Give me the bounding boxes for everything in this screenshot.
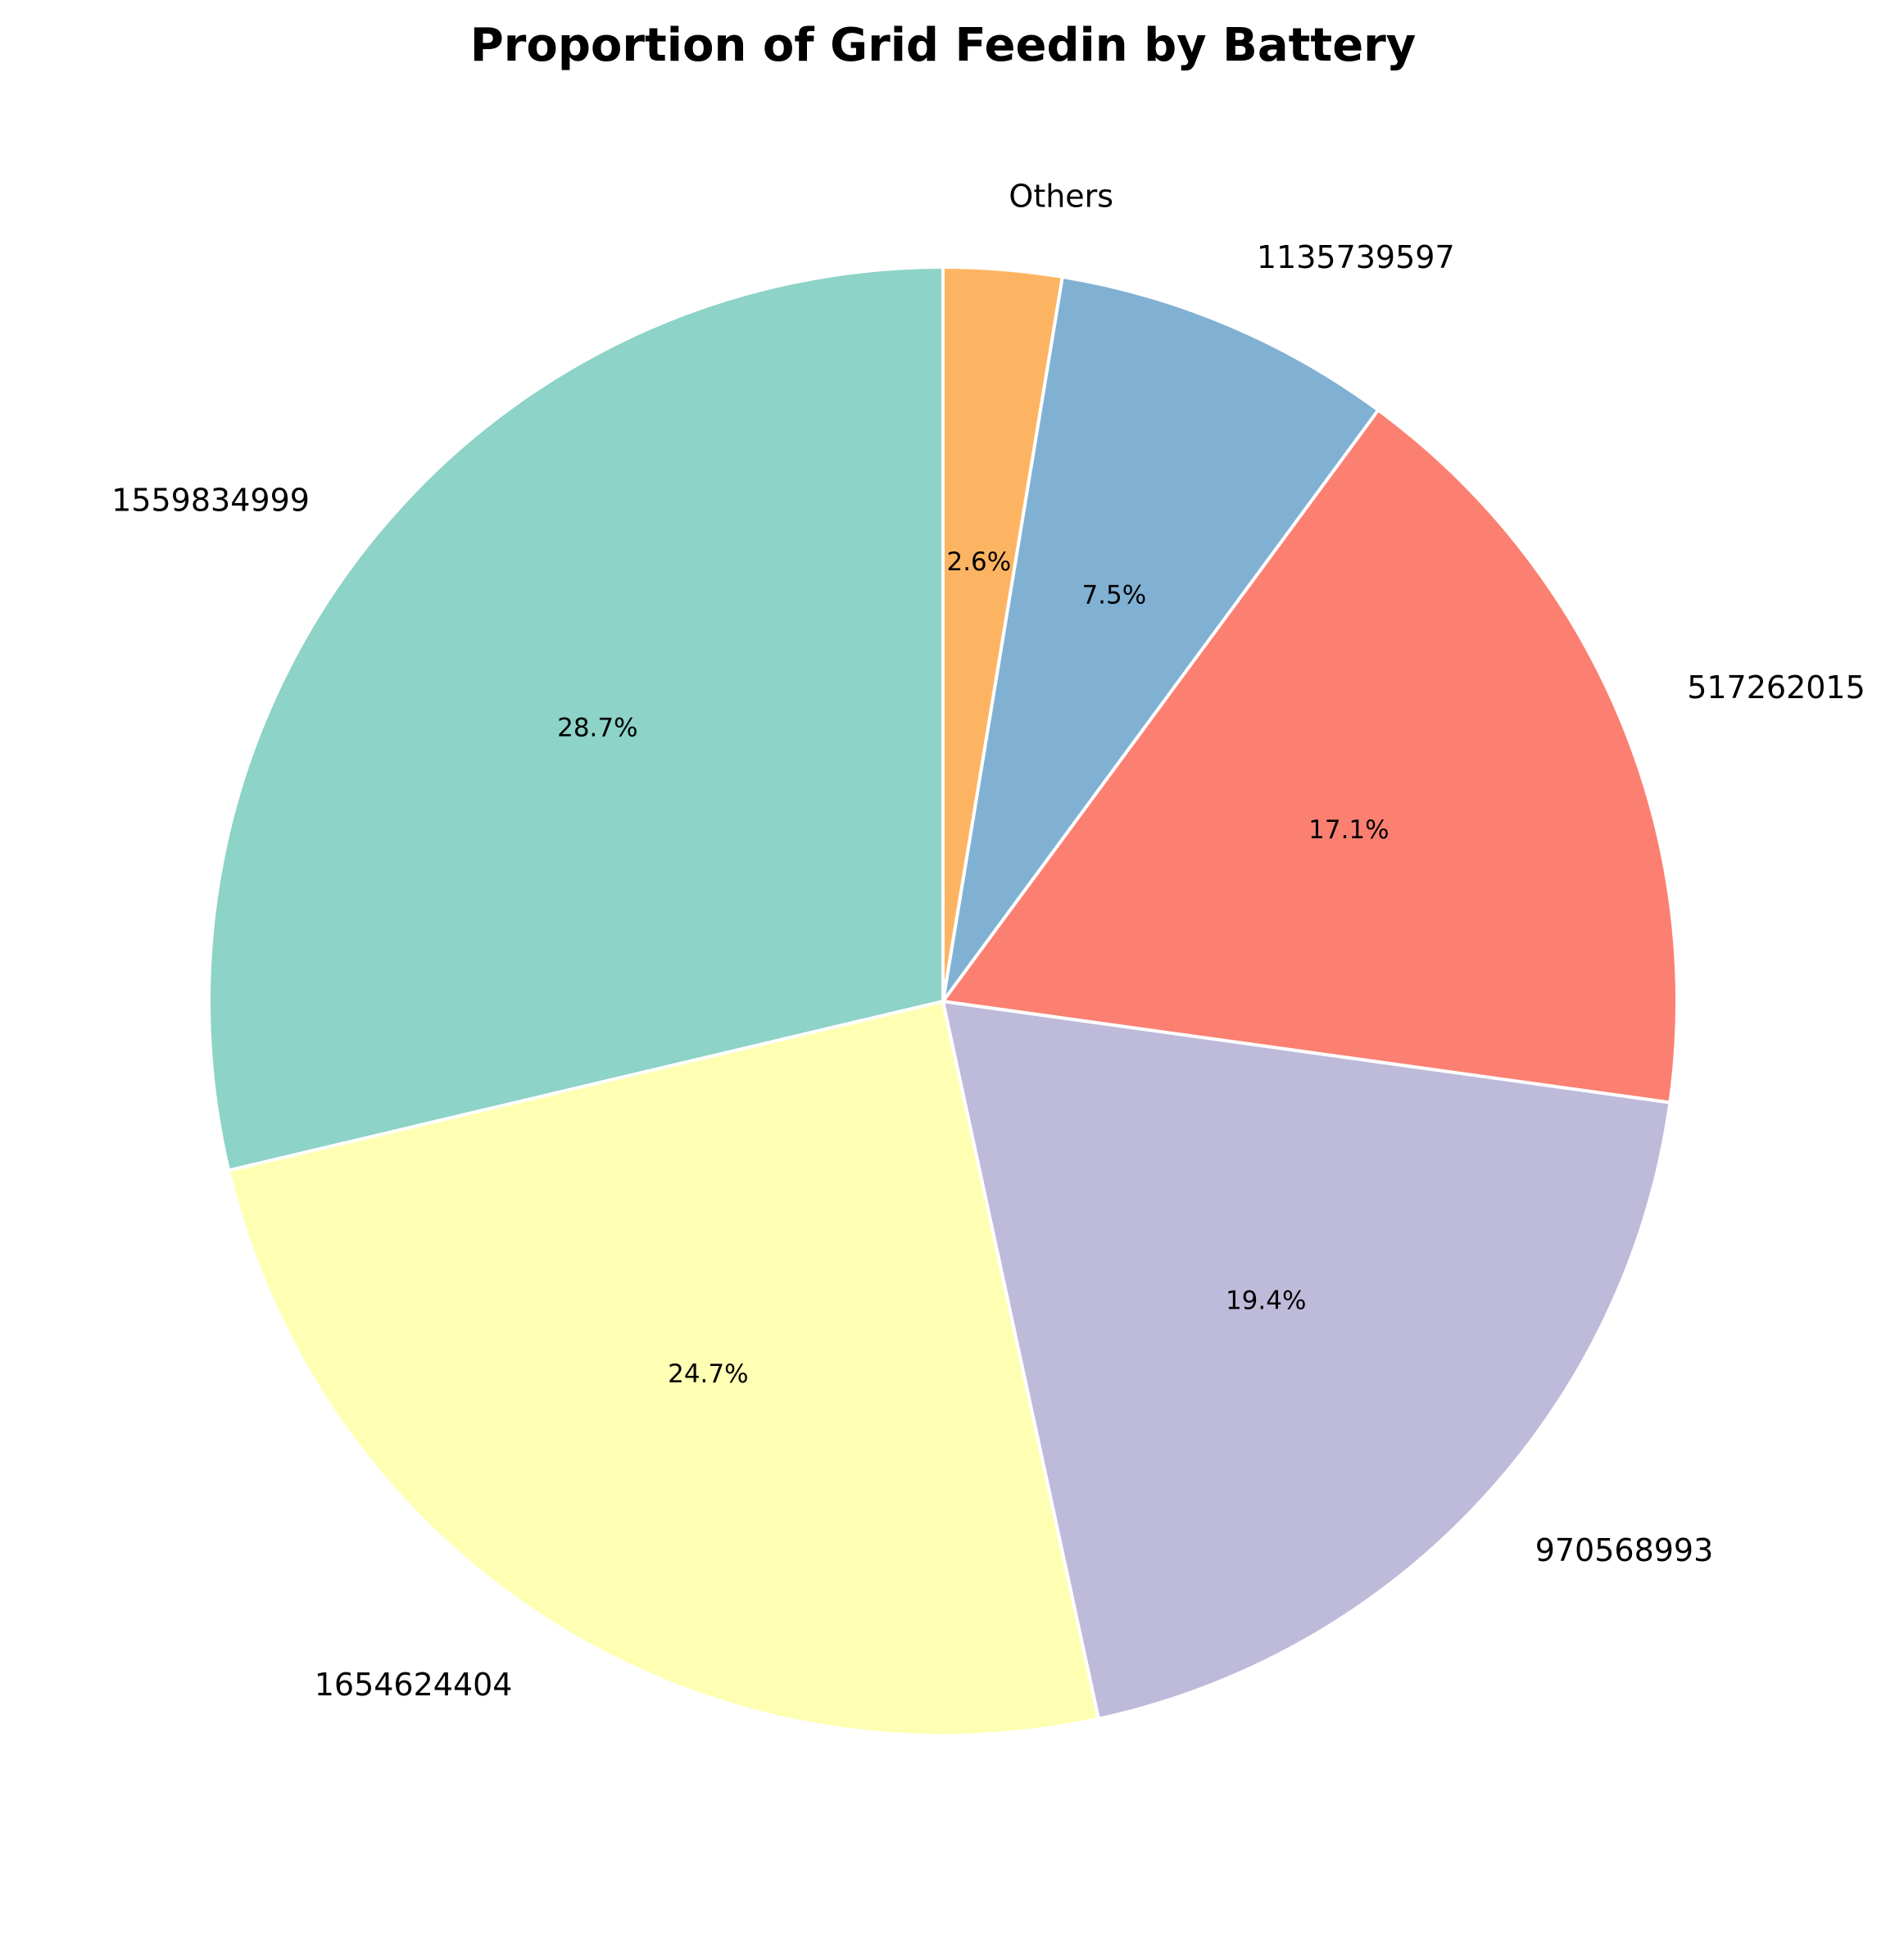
pie-slice	[941, 265, 1064, 1003]
pie-slice	[941, 1000, 1672, 1721]
slice-label: 1654624404	[315, 1667, 513, 1703]
pie-slices	[207, 265, 1679, 1737]
pie-slice	[941, 408, 1679, 1105]
percent-label: 17.1%	[1308, 815, 1389, 845]
slice-labels: 1559834999 1654624404 970568993 517262015 11…	[111, 179, 1865, 1703]
pie-slice	[207, 265, 945, 1173]
percent-label: 19.4%	[1226, 1286, 1306, 1316]
pie-slice	[227, 1000, 1100, 1737]
slice-label: 1135739597	[1257, 239, 1455, 275]
percent-label: 28.7%	[557, 714, 637, 743]
slice-label: 1559834999	[111, 483, 310, 519]
percent-label: 7.5%	[1081, 581, 1146, 610]
percent-labels: 28.7% 24.7% 19.4% 17.1% 7.5% 2.6%	[557, 547, 1389, 1389]
percent-label: 2.6%	[946, 547, 1011, 577]
chart-title: Proportion of Grid Feedin by Battery	[470, 19, 1417, 72]
slice-label: Others	[1009, 179, 1113, 215]
pie-slice	[941, 275, 1380, 1003]
slice-label: 970568993	[1535, 1532, 1714, 1568]
slice-label: 517262015	[1687, 669, 1865, 706]
percent-label: 24.7%	[668, 1359, 748, 1389]
